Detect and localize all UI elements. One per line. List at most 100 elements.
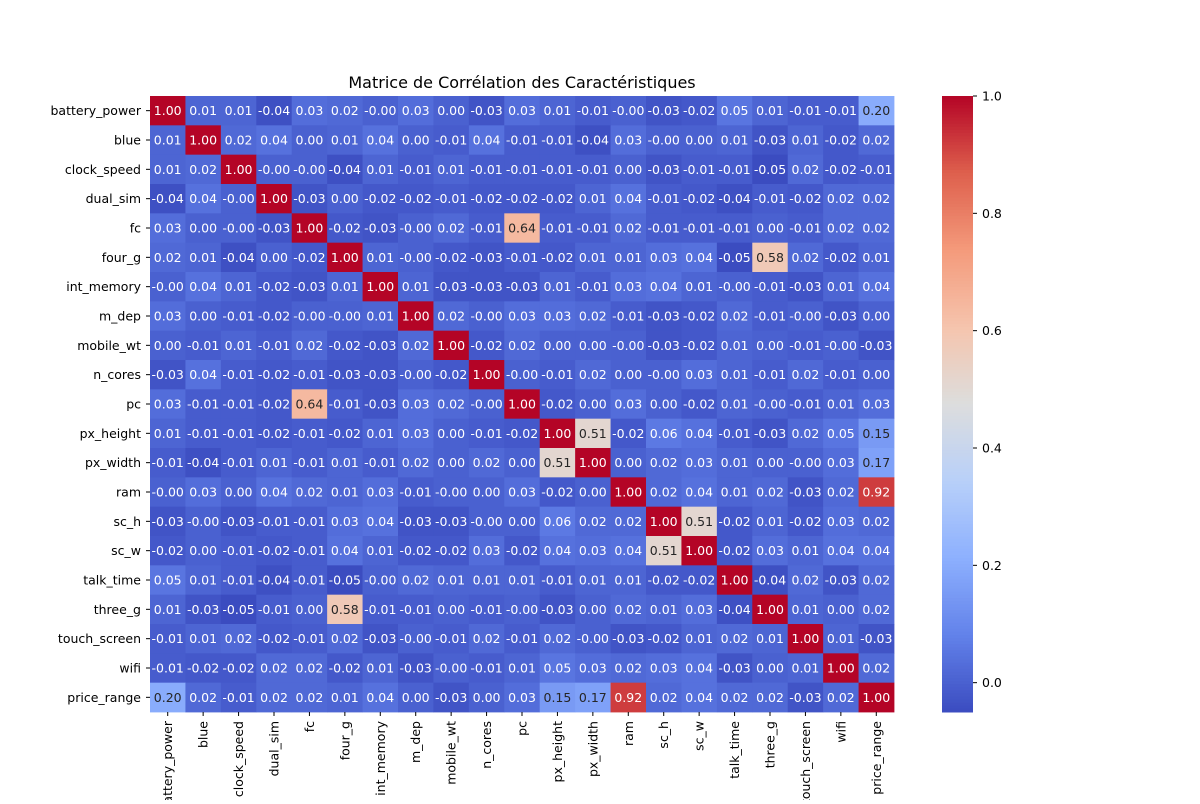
cell-value-label: -0.02 [825, 162, 857, 177]
cell-value-label: 0.04 [862, 279, 890, 294]
heatmap-cell [504, 448, 541, 478]
heatmap-cell [716, 154, 753, 185]
cell-value-label: -0.00 [612, 103, 644, 118]
heatmap-cell [716, 389, 753, 420]
colorbar-segment [942, 120, 973, 125]
y-tick-label: price_range [67, 690, 141, 705]
cell-value-label: 0.00 [437, 455, 465, 470]
heatmap-cell [150, 565, 186, 596]
cell-value-label: 0.02 [756, 690, 784, 705]
heatmap-cell [468, 389, 505, 420]
cell-value-label: -0.02 [187, 661, 219, 676]
cell-value-label: 0.06 [544, 514, 572, 529]
heatmap-cell [716, 477, 753, 508]
colorbar-segment [942, 622, 973, 627]
cell-value-label: 0.58 [756, 250, 784, 265]
heatmap-cell [752, 96, 789, 126]
colorbar-segment [942, 348, 973, 353]
cell-value-label: 0.17 [862, 455, 890, 470]
heatmap-cell [398, 389, 434, 420]
heatmap-cell [256, 624, 293, 654]
cell-value-label: 0.00 [579, 338, 607, 353]
heatmap-cell [858, 96, 895, 126]
cell-value-label: 0.02 [827, 690, 855, 705]
cell-value-label: -0.01 [541, 367, 573, 382]
cell-value-label: -0.02 [683, 103, 715, 118]
colorbar-segment [942, 231, 973, 236]
colorbar-segment [942, 259, 973, 263]
colorbar-segment [942, 277, 973, 282]
colorbar-segment [942, 619, 973, 624]
heatmap-cell [504, 536, 541, 566]
heatmap-cell [150, 477, 186, 508]
cell-value-label: -0.03 [152, 514, 184, 529]
heatmap-cell [858, 389, 895, 420]
cell-value-label: -0.01 [364, 602, 396, 617]
heatmap-cell [539, 682, 576, 713]
cell-value-label: -0.01 [470, 221, 502, 236]
heatmap-cell [220, 272, 257, 302]
cell-value-label: -0.00 [648, 367, 680, 382]
heatmap-cell [610, 594, 647, 625]
heatmap-cell [291, 418, 328, 449]
cell-value-label: -0.01 [506, 133, 538, 148]
heatmap-cell [468, 506, 505, 537]
cell-value-label: -0.02 [400, 543, 432, 558]
cell-value-label: -0.01 [470, 426, 502, 441]
heatmap-cell [291, 184, 328, 214]
heatmap-cell [539, 301, 576, 332]
cell-value-label: -0.01 [187, 338, 219, 353]
colorbar-segment [942, 505, 973, 510]
heatmap-cell [610, 477, 647, 508]
cell-value-label: 0.03 [614, 397, 642, 412]
heatmap-cell [185, 301, 222, 332]
x-tick-label: px_height [550, 721, 565, 783]
cell-value-label: 0.01 [721, 367, 749, 382]
heatmap-cell [504, 418, 541, 449]
heatmap-cell [256, 506, 293, 537]
cell-value-label: 0.04 [614, 543, 642, 558]
heatmap-cell [681, 330, 718, 361]
heatmap-cell [646, 125, 682, 156]
heatmap-cell [752, 506, 789, 537]
heatmap-cell [716, 330, 753, 361]
colorbar-segment [942, 702, 973, 707]
cell-value-label: 0.04 [366, 133, 394, 148]
heatmap-cell [575, 389, 611, 420]
colorbar-segment [942, 410, 973, 414]
cell-value-label: 0.00 [614, 162, 642, 177]
heatmap-cell [362, 682, 399, 713]
cell-value-label: 1.00 [225, 162, 253, 177]
heatmap-cell [185, 330, 222, 361]
colorbar-segment [942, 182, 973, 186]
cell-value-label: -0.01 [577, 103, 609, 118]
cell-value-label: 0.02 [756, 485, 784, 500]
colorbar-segment [942, 302, 973, 306]
cell-value-label: -0.02 [435, 250, 467, 265]
colorbar-segment [942, 314, 973, 319]
cell-value-label: 0.01 [756, 514, 784, 529]
cell-value-label: -0.03 [400, 661, 432, 676]
heatmap-cell [504, 96, 541, 126]
heatmap-cell [398, 418, 434, 449]
cell-value-label: 0.64 [296, 397, 324, 412]
heatmap-cell [787, 624, 824, 654]
colorbar-segment [942, 151, 973, 156]
colorbar-segment [942, 280, 973, 285]
colorbar-segment [942, 339, 973, 343]
heatmap-cell [575, 536, 611, 566]
heatmap-cell [752, 301, 789, 332]
heatmap-cell [468, 301, 505, 332]
x-tick-label: mobile_wt [444, 721, 459, 785]
colorbar-segment [942, 268, 973, 273]
heatmap-cell [433, 594, 470, 625]
heatmap-cell [256, 301, 293, 332]
cell-value-label: -0.01 [577, 162, 609, 177]
heatmap-cell [646, 96, 682, 126]
cell-value-label: 0.02 [650, 455, 678, 470]
colorbar-segment [942, 588, 973, 593]
cell-value-label: -0.03 [364, 338, 396, 353]
heatmap-cell [398, 184, 434, 214]
cell-value-label: 0.05 [154, 573, 182, 588]
